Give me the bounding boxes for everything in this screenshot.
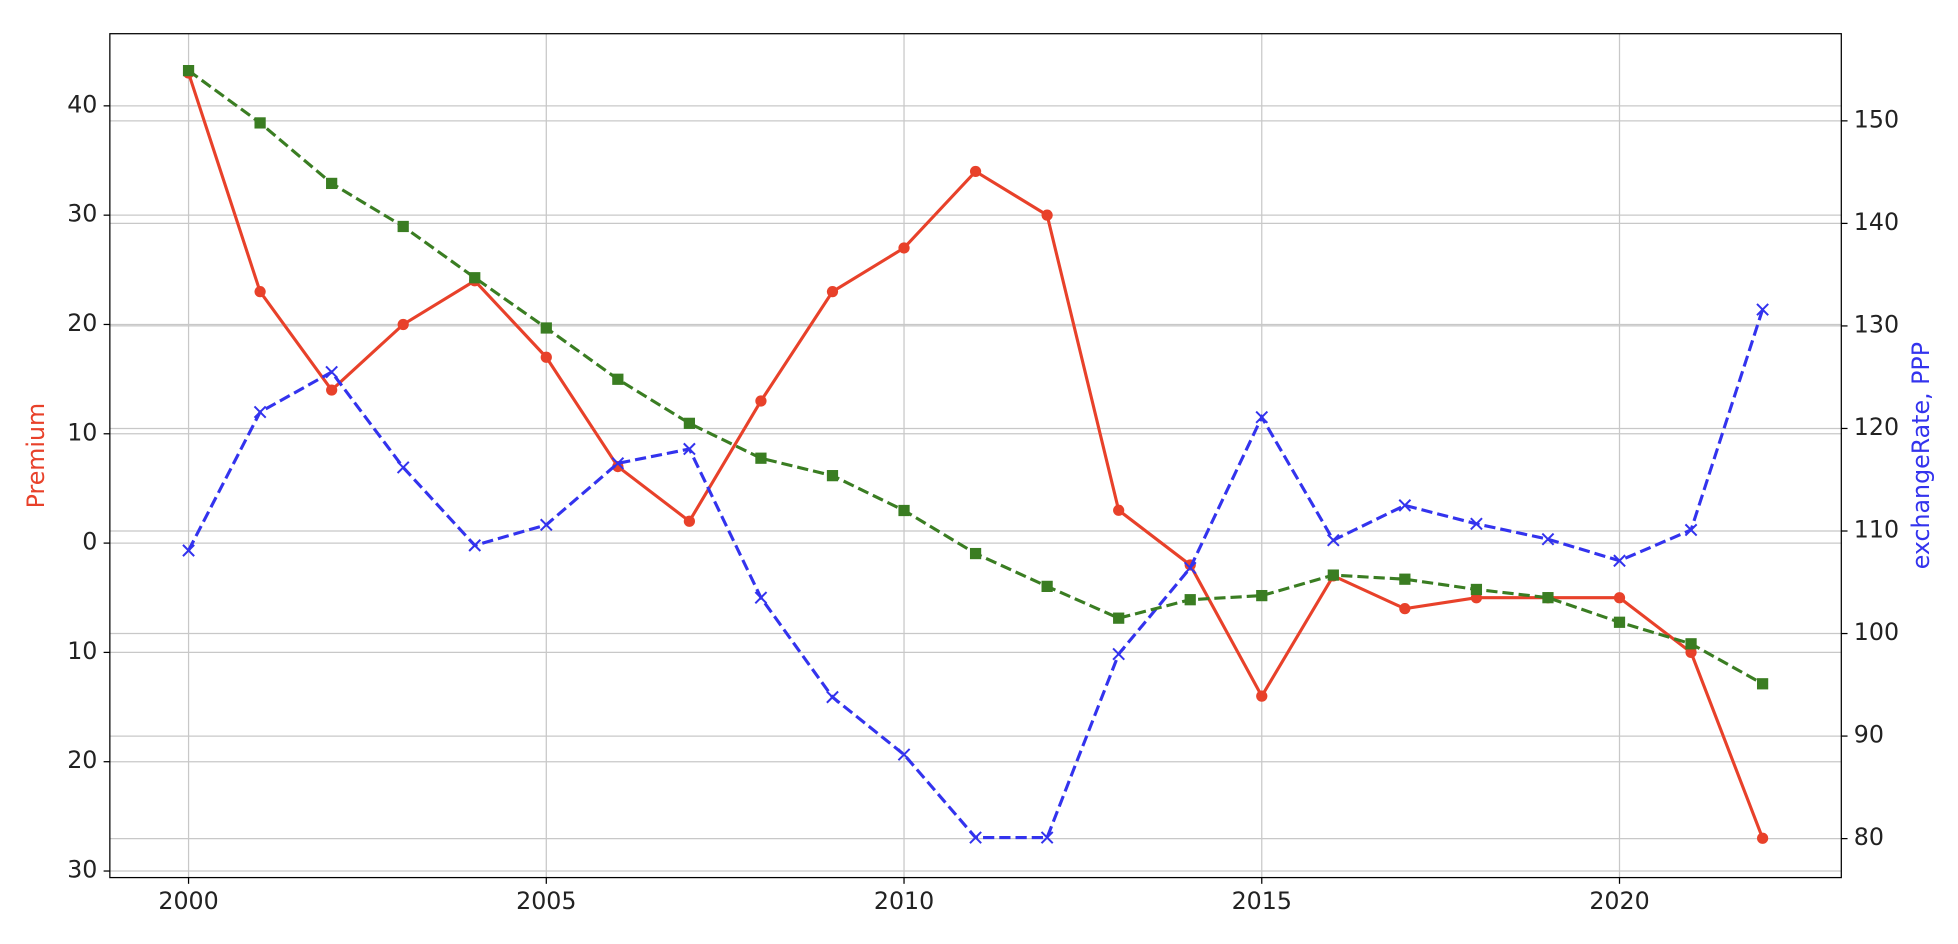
x-tick-label: 2005	[516, 887, 576, 915]
point	[326, 384, 338, 396]
point	[182, 544, 195, 557]
point	[612, 373, 624, 385]
point	[1327, 569, 1339, 581]
point	[1542, 592, 1554, 604]
y-tick-label: 20	[67, 746, 97, 774]
point	[826, 690, 839, 704]
point	[1470, 517, 1483, 531]
y2-tick-label: 140	[1854, 208, 1899, 236]
point	[539, 518, 553, 532]
point	[1756, 832, 1769, 844]
point	[969, 165, 982, 178]
point	[397, 220, 409, 233]
point	[540, 322, 552, 334]
y2-axis-label: exchangeRate, PPP	[1907, 342, 1935, 569]
point	[683, 417, 696, 429]
point	[326, 177, 338, 190]
point	[1326, 533, 1340, 547]
point	[826, 470, 839, 482]
point	[826, 286, 839, 298]
y-tick-label: 30	[67, 200, 97, 228]
y2-tick-label: 150	[1854, 105, 1899, 133]
y-tick-label: 0	[82, 528, 97, 556]
x-tick-label: 2010	[874, 887, 934, 915]
y-tick-label: 20	[67, 309, 97, 337]
grid	[109, 33, 1842, 878]
point	[969, 547, 982, 560]
point	[683, 515, 696, 527]
point	[1756, 303, 1769, 316]
point	[611, 457, 625, 470]
y-tick-label: 10	[67, 637, 97, 665]
point	[1183, 561, 1197, 575]
y2-tick-label: 120	[1854, 413, 1899, 441]
point	[1041, 580, 1053, 592]
point	[1399, 603, 1411, 615]
point	[325, 365, 338, 379]
y2-tick-label: 100	[1854, 618, 1899, 646]
point	[1470, 583, 1483, 596]
x-tick-label: 2000	[158, 887, 218, 915]
y-axis-label: Premium	[22, 403, 50, 508]
series-line	[187, 72, 1765, 839]
y-tick-label: 40	[67, 90, 97, 118]
point	[754, 591, 768, 604]
point	[469, 272, 481, 284]
series-line	[187, 309, 1765, 840]
y2-tick-label: 90	[1854, 721, 1884, 749]
point	[1256, 690, 1268, 702]
point	[1541, 532, 1555, 546]
point	[397, 318, 409, 331]
point	[683, 442, 696, 456]
point	[1399, 573, 1411, 585]
x-tick-label: 2015	[1232, 887, 1292, 915]
x-tick-label: 2020	[1589, 887, 1649, 915]
series-line	[187, 69, 1764, 686]
point	[1613, 592, 1626, 604]
point	[1256, 589, 1268, 602]
point	[1756, 678, 1769, 690]
point	[182, 65, 195, 77]
point	[1613, 554, 1626, 568]
point	[396, 461, 410, 474]
point	[1112, 647, 1125, 661]
point	[468, 539, 482, 552]
point	[898, 242, 910, 254]
point	[755, 452, 767, 464]
point	[1685, 646, 1697, 659]
y2-tick-label: 130	[1854, 310, 1899, 338]
point	[1684, 523, 1698, 537]
point	[1113, 612, 1125, 624]
point	[1041, 209, 1053, 221]
point	[969, 831, 982, 844]
point	[1113, 504, 1125, 516]
point	[1255, 410, 1269, 424]
point	[1685, 638, 1697, 650]
point	[898, 504, 910, 517]
point	[540, 351, 552, 363]
point	[755, 395, 767, 407]
point	[1184, 594, 1196, 606]
y2-tick-label: 110	[1854, 516, 1899, 544]
point	[1040, 831, 1054, 844]
point	[1398, 499, 1412, 512]
point	[897, 748, 911, 761]
point	[254, 117, 266, 129]
plot-frame	[109, 33, 1842, 879]
y2-tick-label: 80	[1854, 823, 1884, 851]
point	[1613, 616, 1626, 628]
y-tick-label: 10	[67, 418, 97, 446]
point	[254, 286, 266, 298]
y-tick-label: 30	[67, 856, 97, 884]
point	[253, 405, 267, 419]
